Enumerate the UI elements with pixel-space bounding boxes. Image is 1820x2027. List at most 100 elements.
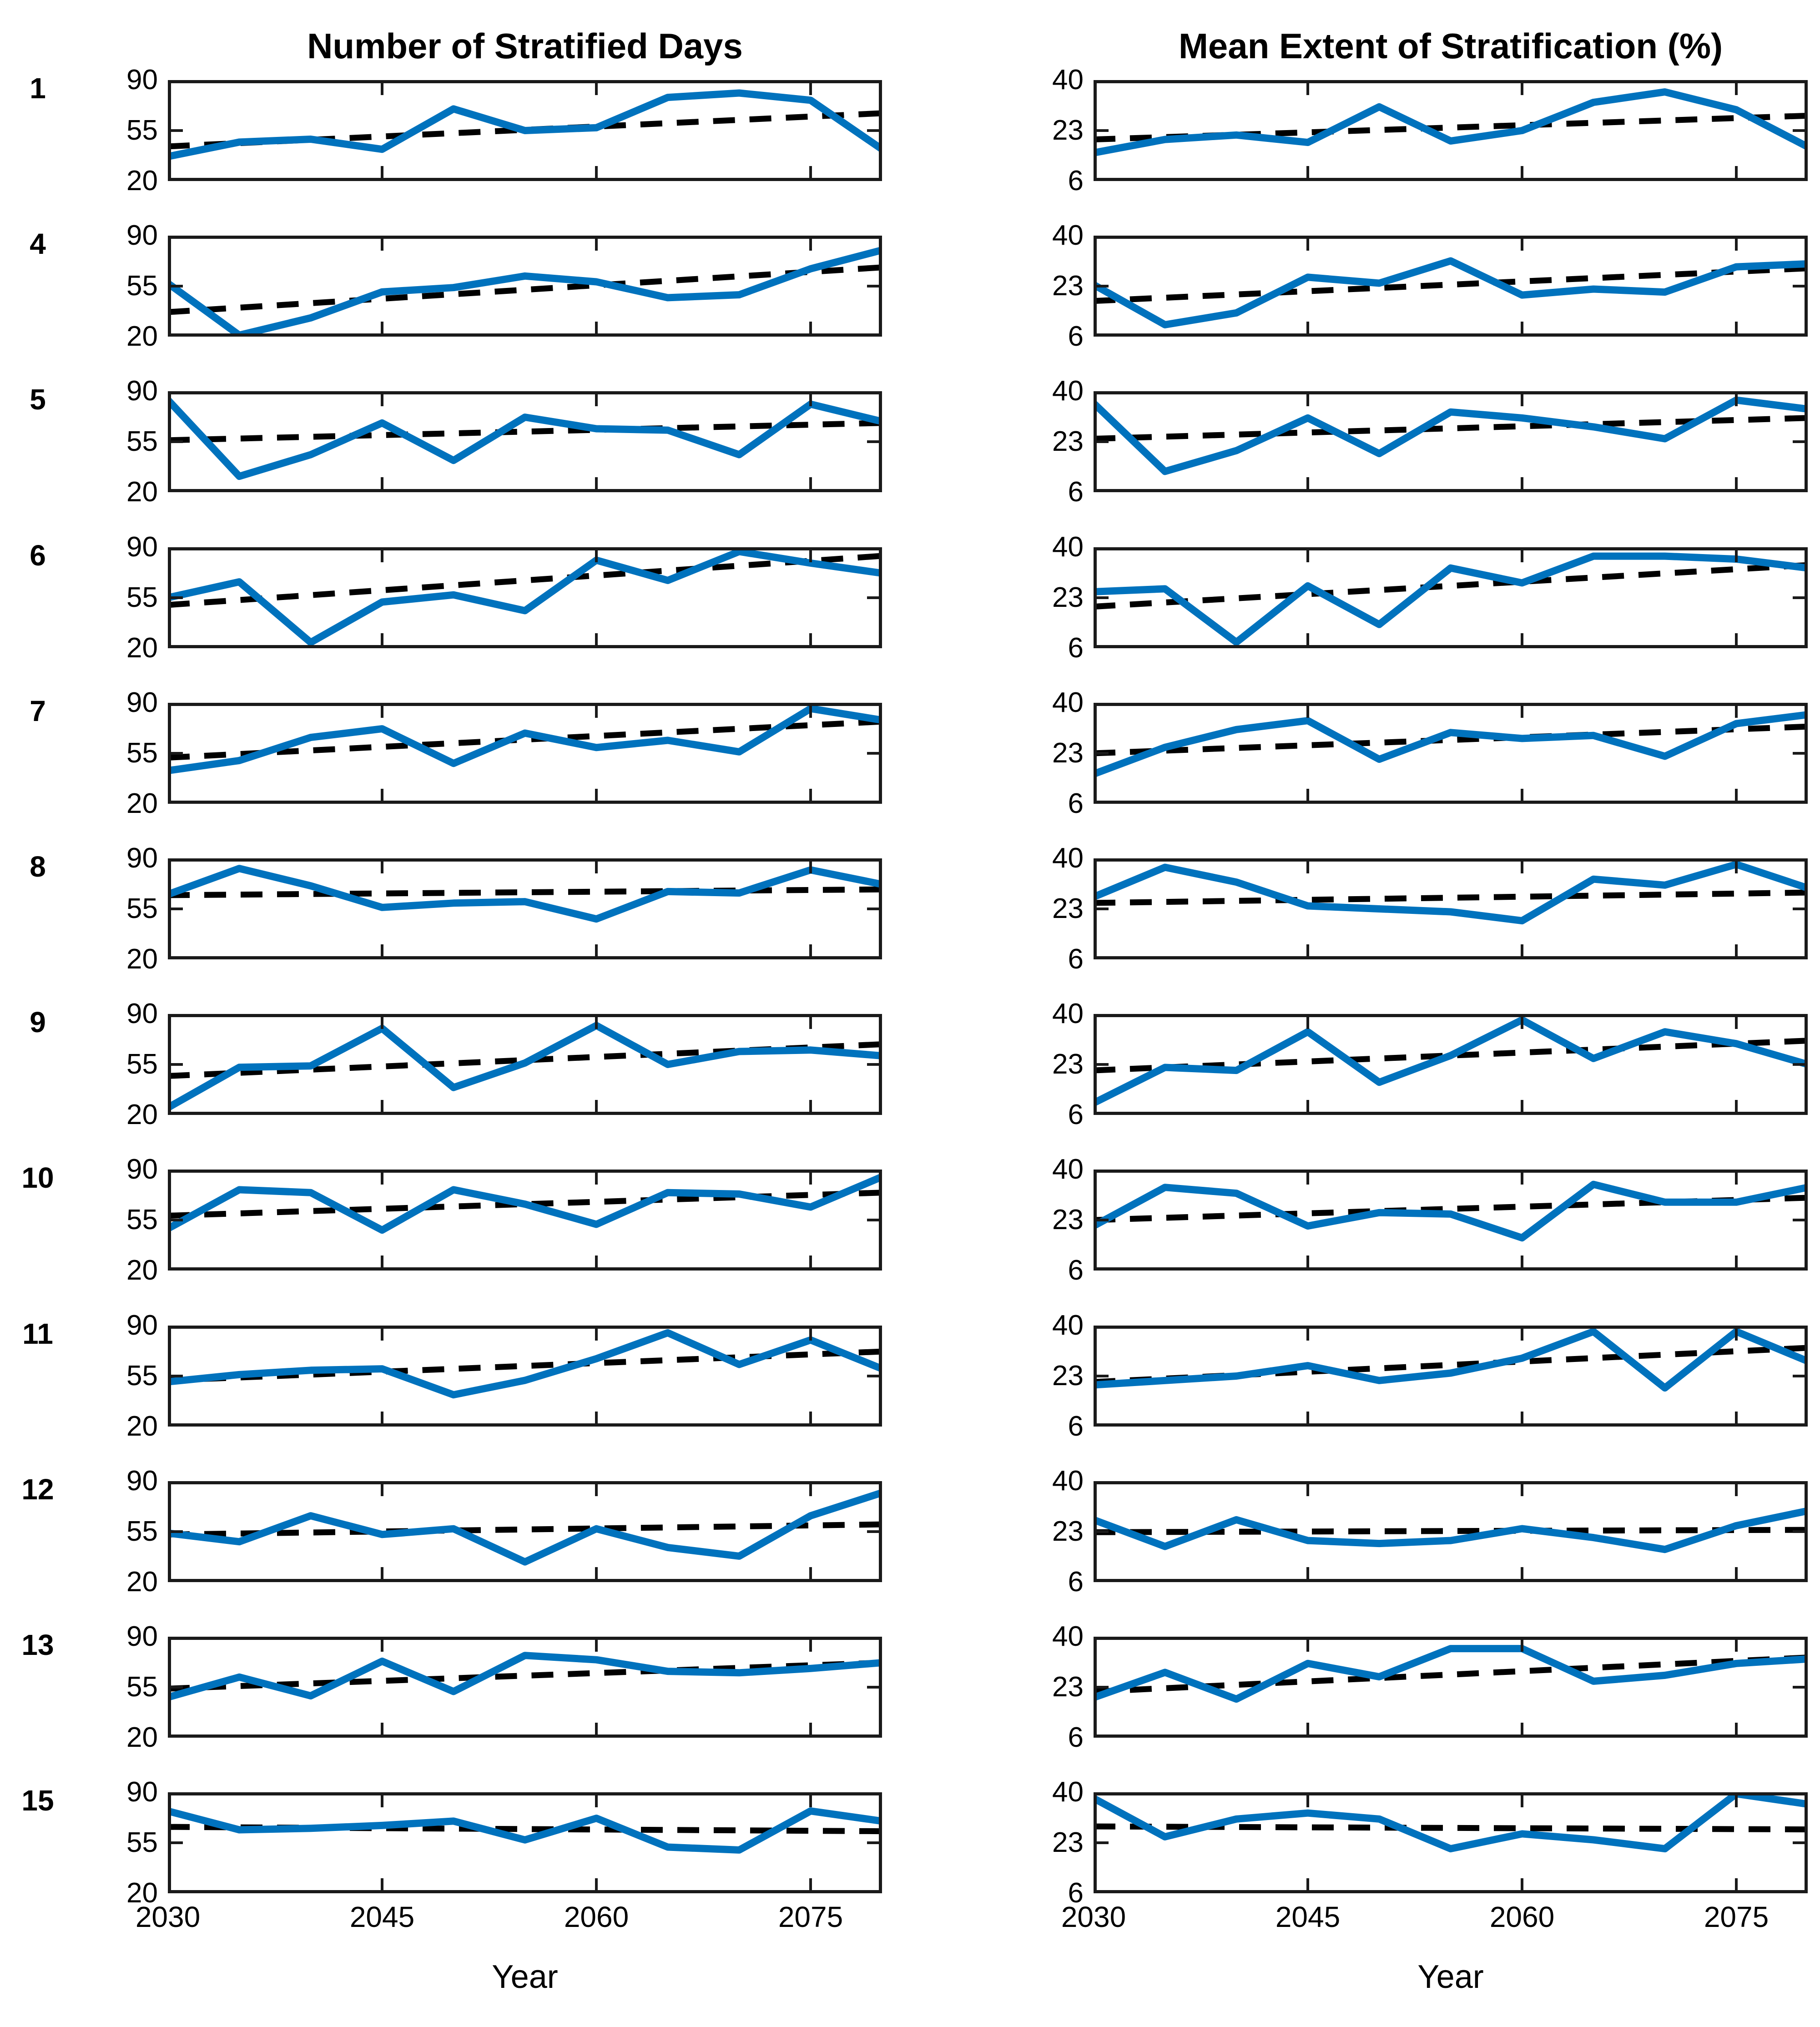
y-tick-label: 40 [1052,531,1084,563]
trend-line [1094,265,1808,304]
data-line [1094,1792,1808,1853]
y-tick-label: 55 [126,115,158,146]
y-tick-label: 6 [1068,321,1084,352]
axes-box [168,236,882,337]
chart-row-9: 9 90 55 20 40 23 6 [0,1000,1820,1129]
y-tick-label: 55 [126,270,158,302]
y-tick-label: 6 [1068,165,1084,197]
axes-box [168,1326,882,1427]
x-tick-label: 2030 [1061,1901,1126,1933]
y-tick-label: 20 [126,943,158,975]
y-tick-label: 6 [1068,1099,1084,1130]
row-label: 15 [21,1784,54,1817]
y-tick-label: 40 [1052,687,1084,718]
y-tick-label: 55 [126,426,158,457]
axes-box [1094,703,1808,804]
axes-box [1094,236,1808,337]
y-tick-label: 23 [1052,270,1084,302]
axes-box [168,1481,882,1582]
y-tick-label: 23 [1052,737,1084,769]
panel-7-left [168,703,882,804]
y-tick-label: 23 [1052,426,1084,457]
y-tick-label: 6 [1068,632,1084,664]
y-tick-label: 20 [126,1722,158,1753]
data-line [1094,861,1808,925]
x-tick-label: 2075 [778,1901,843,1933]
panel-10-right [1094,1170,1808,1271]
y-tick-label: 6 [1068,1411,1084,1442]
panel-6-right [1094,547,1808,648]
trend-line [168,718,882,761]
y-tick-label: 20 [126,476,158,508]
y-tick-label: 23 [1052,1360,1084,1392]
x-tick-label: 2075 [1704,1901,1769,1933]
panel-1-right [1094,80,1808,181]
panel-11-right [1094,1326,1808,1427]
y-tick-label: 90 [126,1154,158,1185]
y-tick-label: 20 [126,1411,158,1442]
row-label: 11 [22,1317,53,1350]
y-tick-label: 40 [1052,220,1084,251]
data-line [168,89,882,160]
axes-box [1094,80,1808,181]
x-tick-label: 2060 [564,1901,629,1933]
axes-box [168,703,882,804]
data-line [1094,88,1808,156]
data-line [168,1022,882,1111]
data-line [168,1652,882,1701]
chart-row-15: 15 90 55 20 40 23 6 [0,1778,1820,1907]
y-tick-label: 90 [126,1776,158,1808]
y-tick-label: 55 [126,1360,158,1392]
y-tick-label: 55 [126,1827,158,1858]
x-tick-label: 2045 [1275,1901,1341,1933]
axes-box [1094,1014,1808,1115]
axes-box [1094,1792,1808,1893]
y-tick-label: 20 [126,1566,158,1598]
axes-box [1094,1170,1808,1271]
data-line [168,548,882,646]
axes-box [168,1637,882,1738]
data-line [1094,1507,1808,1553]
data-line [168,1329,882,1399]
data-line [1094,1328,1808,1392]
y-tick-label: 90 [126,375,158,407]
panel-1-left [168,80,882,181]
data-line [1094,396,1808,475]
trend-line [168,1521,882,1538]
y-tick-label: 20 [126,1099,158,1130]
trend-line [168,420,882,444]
y-tick-label: 20 [126,1877,158,1909]
axes-box [1094,1637,1808,1738]
panel-5-right [1094,391,1808,492]
y-tick-label: 90 [126,531,158,563]
axes-box [168,1792,882,1893]
y-tick-label: 40 [1052,1621,1084,1652]
y-tick-label: 40 [1052,375,1084,407]
trend-line [168,264,882,315]
panel-13-right [1094,1637,1808,1738]
y-tick-label: 40 [1052,1154,1084,1185]
y-tick-label: 20 [126,321,158,352]
axes-box [1094,1481,1808,1582]
axes-box [168,858,882,959]
trend-line [1094,1038,1808,1074]
panel-15-left [168,1792,882,1893]
y-tick-label: 55 [126,1516,158,1547]
chart-row-10: 10 90 55 20 40 23 6 [0,1155,1820,1285]
chart-row-8: 8 90 55 20 40 23 6 [0,844,1820,973]
panel-10-left [168,1170,882,1271]
y-tick-label: 6 [1068,943,1084,975]
y-tick-label: 23 [1052,1204,1084,1235]
y-tick-label: 40 [1052,64,1084,96]
trend-line [168,886,882,898]
axes-box [168,547,882,648]
column-title-left: Number of Stratified Days [307,26,743,66]
chart-row-6: 6 90 55 20 40 23 6 [0,533,1820,662]
panel-13-left [168,1637,882,1738]
y-tick-label: 90 [126,1465,158,1497]
trend-line [168,553,882,608]
y-tick-label: 20 [126,165,158,197]
data-line [1094,257,1808,328]
y-tick-label: 23 [1052,893,1084,924]
y-tick-label: 55 [126,893,158,924]
